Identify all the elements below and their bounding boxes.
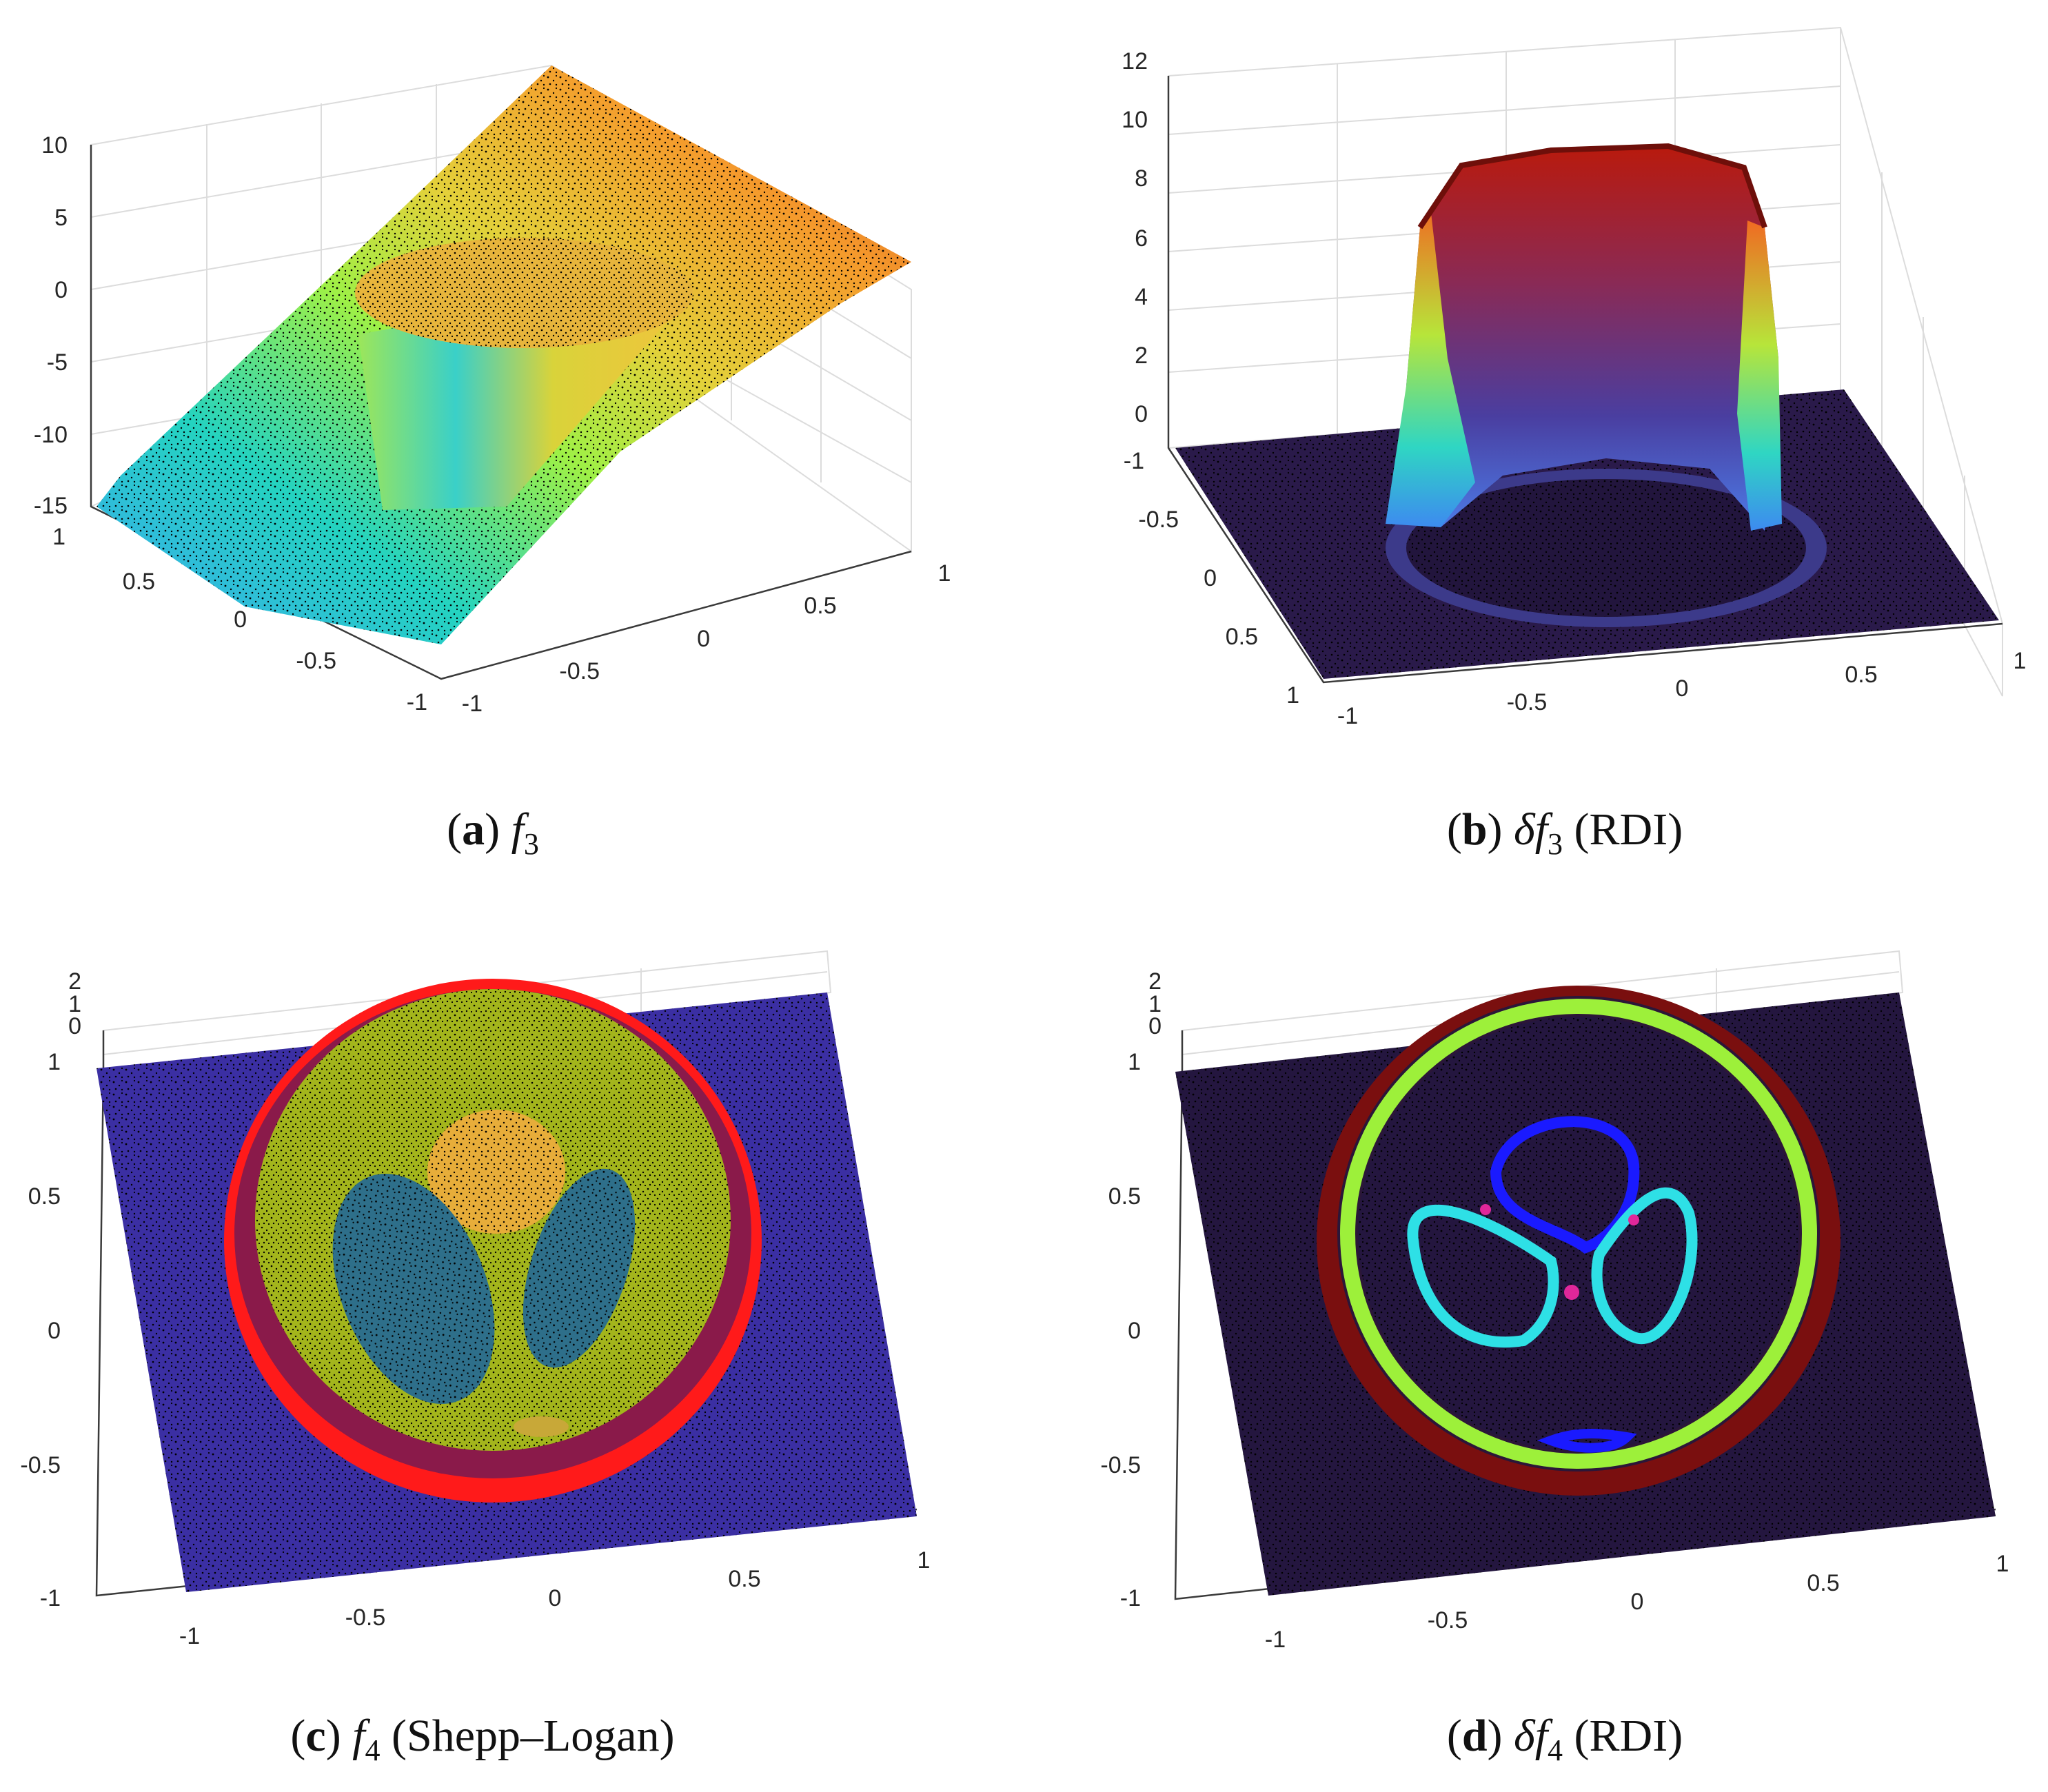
y-tick: -0.5 — [20, 1452, 61, 1478]
x-tick: -0.5 — [1507, 689, 1548, 715]
cyan-right-lobe — [1591, 1187, 1698, 1345]
z-tick: 0 — [1148, 1013, 1162, 1039]
y-tick: -1 — [40, 1585, 61, 1611]
x-tick: -0.5 — [1428, 1607, 1468, 1633]
panel-d-surface — [1175, 986, 1996, 1596]
blue-top-contour — [1490, 1116, 1640, 1254]
y-tick: 1 — [48, 1049, 61, 1075]
x-tick: -1 — [1265, 1627, 1286, 1653]
x-tick: 0.5 — [804, 593, 836, 619]
y-tick: 0.5 — [123, 569, 155, 595]
y-tick: -0.5 — [1138, 507, 1179, 533]
magenta-junction — [1628, 1214, 1639, 1225]
panel-c-surface — [97, 979, 917, 1592]
z-tick: 1 — [1148, 991, 1162, 1017]
z-tick: 10 — [1122, 107, 1148, 133]
magenta-junction — [1480, 1204, 1491, 1215]
y-tick: -1 — [1120, 1585, 1141, 1611]
y-tick: 1 — [1286, 682, 1299, 709]
y-tick: -1 — [1124, 448, 1144, 474]
y-tick: -0.5 — [1100, 1452, 1141, 1478]
y-tick: 1 — [52, 524, 65, 550]
y-tick: -1 — [407, 689, 427, 715]
panel-c-xticks: -1 -0.5 0 0.5 1 — [179, 1547, 931, 1649]
z-tick: 0 — [68, 1013, 81, 1039]
panel-b-xticks: -1 -0.5 0 0.5 1 — [1337, 648, 2027, 729]
y-tick: -0.5 — [296, 648, 336, 674]
y-tick: 0 — [1204, 565, 1217, 591]
z-tick: -10 — [34, 422, 68, 448]
panel-a-xticks: -1 -0.5 0 0.5 1 — [462, 560, 951, 717]
panel-a-yticks: 1 0.5 0 -0.5 -1 — [52, 524, 427, 715]
ring-right-side — [1737, 221, 1782, 531]
panel-b: 12 10 8 6 4 2 0 -1 -0.5 0 0.5 1 -1 -0.5 … — [1122, 26, 2027, 861]
z-tick: 2 — [1148, 968, 1162, 995]
panel-b-box — [1167, 26, 2003, 697]
z-tick: 5 — [54, 205, 68, 231]
x-tick: 0 — [1631, 1589, 1644, 1615]
z-tick: 10 — [41, 132, 68, 159]
panel-b-zticks: 12 10 8 6 4 2 0 — [1122, 48, 1148, 427]
magenta-junction — [1564, 1285, 1579, 1300]
z-tick: 1 — [68, 991, 81, 1017]
caption-a: (a) f3 — [447, 804, 539, 861]
x-tick: 0.5 — [728, 1566, 760, 1592]
x-tick: -1 — [462, 691, 483, 717]
z-tick: 2 — [68, 968, 81, 995]
cyan-left-lobe — [1407, 1204, 1559, 1348]
caption-b: (b) δf3 (RDI) — [1447, 804, 1683, 861]
y-tick: 0.5 — [1226, 624, 1258, 650]
panel-c: 2 1 0 1 0.5 0 -0.5 -1 -1 -0.5 0 0.5 1 (c… — [20, 950, 931, 1767]
z-tick: 4 — [1135, 284, 1148, 310]
panel-d-zticks: 2 1 0 — [1148, 968, 1162, 1039]
panel-d: 2 1 0 1 0.5 0 -0.5 -1 -1 -0.5 0 0.5 1 (d… — [1100, 950, 2009, 1767]
y-tick: 0 — [234, 607, 247, 633]
y-tick: 0 — [48, 1318, 61, 1344]
x-tick: 1 — [2014, 648, 2027, 674]
x-tick: 1 — [938, 560, 951, 587]
x-tick: -1 — [1337, 703, 1358, 729]
x-tick: 0 — [697, 626, 710, 652]
panel-b-surface — [1175, 143, 1999, 679]
blue-bottom-contour — [1537, 1429, 1637, 1453]
ring-left-side — [1386, 207, 1475, 527]
y-tick: 0.5 — [1108, 1183, 1141, 1210]
y-tick: 0 — [1128, 1318, 1141, 1344]
caption-d: (d) δf4 (RDI) — [1447, 1711, 1683, 1767]
z-tick: 0 — [1135, 401, 1148, 427]
caption-c: (c) f4 (Shepp–Logan) — [290, 1711, 674, 1767]
x-tick: -0.5 — [559, 658, 600, 684]
x-tick: -0.5 — [345, 1605, 386, 1631]
x-tick: -1 — [179, 1623, 200, 1649]
z-tick: -15 — [34, 493, 68, 519]
z-tick: -5 — [47, 349, 68, 376]
panel-a: 10 5 0 -5 -10 -15 1 0.5 0 -0.5 -1 -1 -0.… — [34, 64, 951, 861]
panel-d-yticks: 1 0.5 0 -0.5 -1 — [1100, 1049, 1141, 1611]
y-tick: 1 — [1128, 1049, 1141, 1075]
z-tick: 8 — [1135, 165, 1148, 192]
x-tick: 1 — [917, 1547, 931, 1574]
panel-c-yticks: 1 0.5 0 -0.5 -1 — [20, 1049, 61, 1611]
z-tick: 6 — [1135, 225, 1148, 252]
ring-top-rim — [1417, 143, 1767, 230]
x-tick: 0 — [549, 1585, 562, 1611]
panel-a-zticks: 10 5 0 -5 -10 -15 — [34, 132, 68, 519]
x-tick: 1 — [1996, 1551, 2009, 1577]
panel-d-xticks: -1 -0.5 0 0.5 1 — [1265, 1551, 2009, 1653]
x-tick: 0.5 — [1807, 1570, 1839, 1596]
y-tick: 0.5 — [28, 1183, 61, 1210]
panel-b-yticks: -1 -0.5 0 0.5 1 — [1124, 448, 1299, 709]
panel-a-surface — [97, 65, 911, 644]
panel-c-zticks: 2 1 0 — [68, 968, 81, 1039]
z-tick: 2 — [1135, 343, 1148, 369]
z-tick: 0 — [54, 277, 68, 303]
lime-ring — [1340, 999, 1817, 1469]
z-tick: 12 — [1122, 48, 1148, 74]
ring-wall — [1406, 148, 1778, 531]
x-tick: 0 — [1676, 675, 1689, 702]
x-tick: 0.5 — [1845, 662, 1877, 688]
